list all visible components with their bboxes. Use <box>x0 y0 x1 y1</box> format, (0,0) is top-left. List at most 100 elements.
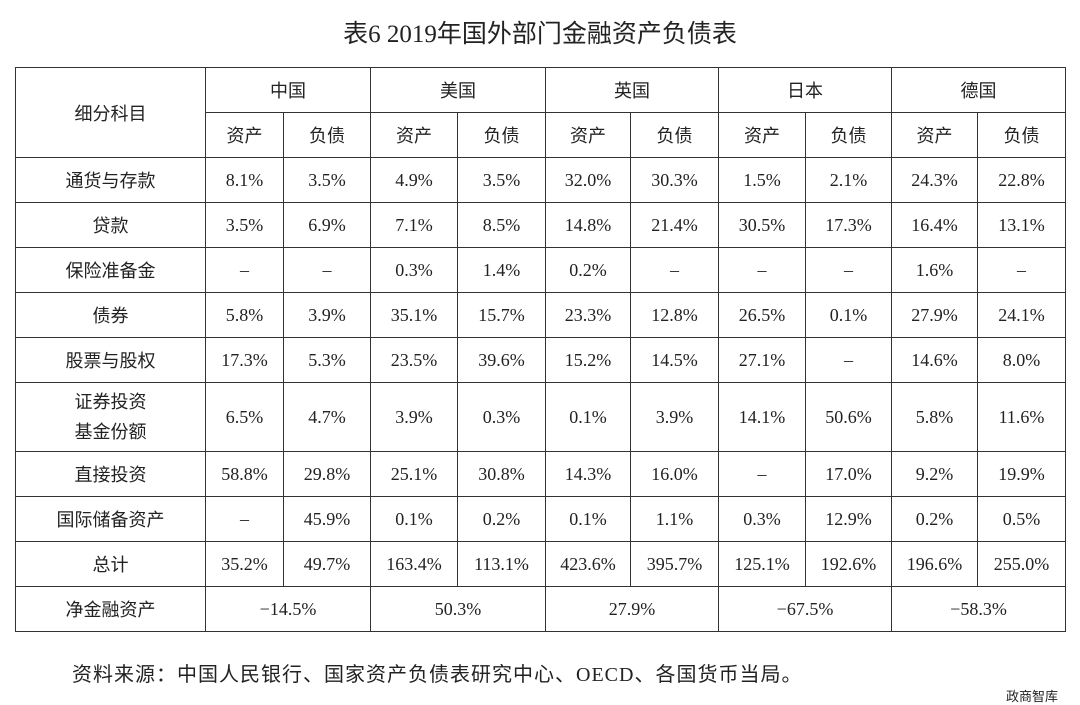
value-cell: 5.8% <box>205 292 284 338</box>
value-cell: 17.0% <box>805 451 892 497</box>
value-cell: 163.4% <box>370 541 458 587</box>
value-cell: 30.3% <box>630 157 719 203</box>
sub-header: 资产 <box>718 112 806 158</box>
value-cell: 255.0% <box>977 541 1066 587</box>
value-cell: – <box>718 247 806 293</box>
sub-header: 负债 <box>457 112 546 158</box>
value-cell: 27.1% <box>718 337 806 383</box>
value-cell: 49.7% <box>283 541 371 587</box>
value-cell: 14.8% <box>545 202 631 248</box>
net-value: −67.5% <box>718 586 892 632</box>
value-cell: 2.1% <box>805 157 892 203</box>
value-cell: – <box>205 247 284 293</box>
value-cell: 26.5% <box>718 292 806 338</box>
corner-cell: 细分科目 <box>15 67 206 158</box>
country-header: 德国 <box>891 67 1066 113</box>
value-cell: 1.5% <box>718 157 806 203</box>
value-cell: 3.5% <box>205 202 284 248</box>
value-cell: 23.3% <box>545 292 631 338</box>
sub-header: 资产 <box>370 112 458 158</box>
value-cell: 0.1% <box>370 496 458 542</box>
net-value: 27.9% <box>545 586 719 632</box>
country-header: 中国 <box>205 67 371 113</box>
value-cell: – <box>977 247 1066 293</box>
value-cell: 13.1% <box>977 202 1066 248</box>
value-cell: 3.5% <box>283 157 371 203</box>
value-cell: 19.9% <box>977 451 1066 497</box>
value-cell: – <box>805 247 892 293</box>
value-cell: 395.7% <box>630 541 719 587</box>
value-cell: 14.5% <box>630 337 719 383</box>
row-label: 保险准备金 <box>15 247 206 293</box>
value-cell: 12.8% <box>630 292 719 338</box>
value-cell: 24.1% <box>977 292 1066 338</box>
net-value: −58.3% <box>891 586 1066 632</box>
sub-header: 负债 <box>283 112 371 158</box>
row-label-line: 贷款 <box>92 216 129 236</box>
value-cell: 423.6% <box>545 541 631 587</box>
value-cell: 29.8% <box>283 451 371 497</box>
value-cell: 5.3% <box>283 337 371 383</box>
data-row: 国际储备资产 –45.9% 0.1% 0.2% 0.1% 1.1% 0.3% 12.9% 0.2… <box>15 496 1066 542</box>
value-cell: 17.3% <box>805 202 892 248</box>
value-cell: 15.7% <box>457 292 546 338</box>
value-cell: 6.5% <box>205 382 284 452</box>
value-cell: 12.9% <box>805 496 892 542</box>
value-cell: 8.1% <box>205 157 284 203</box>
value-cell: – <box>283 247 371 293</box>
data-row: 债券 5.8% 3.9% 35.1% 15.7% 23.3% 12.8% 26.5% 0.1% 2… <box>15 292 1066 338</box>
value-cell: 39.6% <box>457 337 546 383</box>
value-cell: 113.1% <box>457 541 546 587</box>
value-cell: 16.0% <box>630 451 719 497</box>
value-cell: 8.5% <box>457 202 546 248</box>
value-cell: 3.9% <box>370 382 458 452</box>
value-cell: 30.5% <box>718 202 806 248</box>
value-cell: 0.1% <box>805 292 892 338</box>
row-label: 国际储备资产 <box>15 496 206 542</box>
value-cell: 25.1% <box>370 451 458 497</box>
row-label: 证券投资 基金份额 <box>15 382 206 452</box>
row-label-line: 直接投资 <box>74 465 147 485</box>
sub-header: 资产 <box>545 112 631 158</box>
value-cell: 14.6% <box>891 337 978 383</box>
row-label-line: 通货与存款 <box>65 171 156 191</box>
value-cell: 1.6% <box>891 247 978 293</box>
sub-header: 负债 <box>630 112 719 158</box>
data-row: 股票与股权 17.3% 5.3% 23.5% 39.6% 15.2% 14.5% 27.1% –… <box>15 337 1066 383</box>
data-row: 直接投资 58.8% 29.8% 25.1% 30.8% 14.3% 16.0% –17.0%… <box>15 451 1066 497</box>
value-cell: 0.3% <box>370 247 458 293</box>
row-label-line: 基金份额 <box>74 422 147 442</box>
value-cell: 50.6% <box>805 382 892 452</box>
value-cell: 125.1% <box>718 541 806 587</box>
data-row: 总计 35.2% 49.7% 163.4% 113.1% 423.6% 395.7% 125.… <box>15 541 1066 587</box>
row-label-line: 保险准备金 <box>65 261 156 281</box>
value-cell: 4.7% <box>283 382 371 452</box>
value-cell: – <box>630 247 719 293</box>
value-cell: 11.6% <box>977 382 1066 452</box>
value-cell: 32.0% <box>545 157 631 203</box>
value-cell: 24.3% <box>891 157 978 203</box>
value-cell: – <box>805 337 892 383</box>
value-cell: 0.2% <box>891 496 978 542</box>
data-table: 细分科目 中国 美国 英国 日本 德国 资产 负债 资产 负债 资产 负债 资产 负债 资产 负债 通货与存款 8… <box>15 67 1066 632</box>
value-cell: 14.3% <box>545 451 631 497</box>
country-header: 美国 <box>370 67 546 113</box>
sub-header: 资产 <box>891 112 978 158</box>
value-cell: 45.9% <box>283 496 371 542</box>
row-label: 贷款 <box>15 202 206 248</box>
value-cell: 1.4% <box>457 247 546 293</box>
row-label-line: 国际储备资产 <box>56 510 165 530</box>
value-cell: 27.9% <box>891 292 978 338</box>
row-label: 直接投资 <box>15 451 206 497</box>
sub-header: 负债 <box>805 112 892 158</box>
country-header: 日本 <box>718 67 892 113</box>
value-cell: 21.4% <box>630 202 719 248</box>
value-cell: 0.1% <box>545 382 631 452</box>
value-cell: 16.4% <box>891 202 978 248</box>
data-row: 保险准备金 – –0.3% 1.4% 0.2% – – –1.6% – <box>15 247 1066 293</box>
sub-header: 负债 <box>977 112 1066 158</box>
value-cell: 22.8% <box>977 157 1066 203</box>
row-label: 通货与存款 <box>15 157 206 203</box>
value-cell: 6.9% <box>283 202 371 248</box>
